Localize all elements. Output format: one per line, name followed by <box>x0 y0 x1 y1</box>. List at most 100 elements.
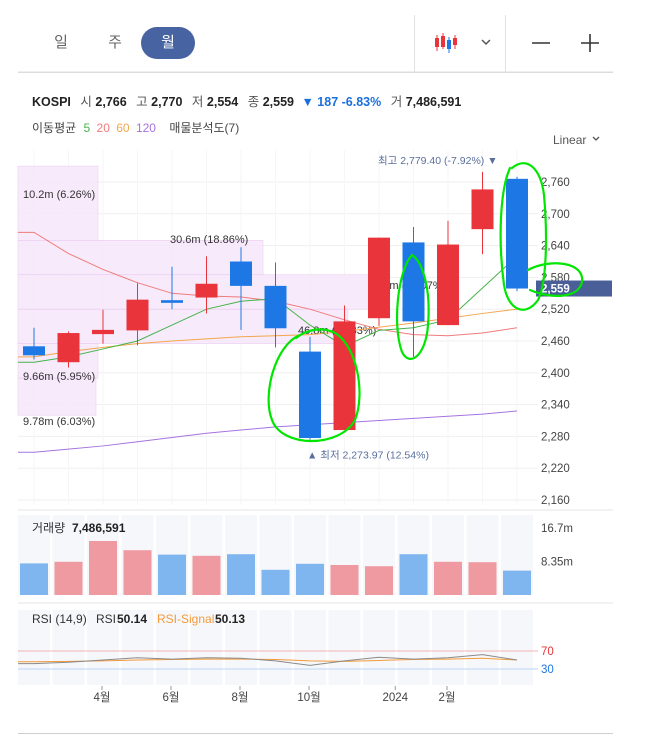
rsi-slot <box>259 610 292 685</box>
minus-icon[interactable] <box>530 29 552 57</box>
rsi-slot <box>328 610 361 685</box>
volume-bar <box>192 555 221 595</box>
volume-profile: 10.2m (6.26%) 30.6m (18.86%) 55.3m (34.07%… <box>17 165 446 428</box>
tab-weekly[interactable]: 주 <box>108 34 122 51</box>
volume-profile-label: 9.78m (6.03%) <box>23 416 95 428</box>
low-value: 2,554 <box>206 95 239 109</box>
candle-up <box>92 329 114 335</box>
volume-bar <box>227 554 255 595</box>
candle-down <box>161 300 183 303</box>
volume-bar <box>365 566 393 595</box>
volume-slot <box>156 515 188 595</box>
index-name: KOSPI <box>32 95 71 109</box>
y-tick-label: 2,160 <box>541 495 570 507</box>
volume-bar <box>296 563 324 595</box>
x-tick-label: 2월 <box>439 691 456 704</box>
volume-slot <box>363 515 395 595</box>
rsi-slot <box>466 610 499 685</box>
toolbar-divider <box>505 15 506 72</box>
chevron-down-icon <box>592 136 600 141</box>
rsi-slot <box>363 610 395 685</box>
ma-60[interactable]: 60 <box>116 121 130 135</box>
volume-slot <box>466 515 499 595</box>
x-tick-label: 8월 <box>232 691 249 704</box>
rsi-signal-line <box>18 657 518 663</box>
volume-profile-toggle[interactable]: 매물분석도(7) <box>169 121 240 135</box>
scale-toggle[interactable]: Linear <box>553 133 602 147</box>
rsi-level-label: 70 <box>541 646 554 658</box>
open-label: 시 <box>80 95 92 109</box>
high-label: 고 <box>136 95 148 109</box>
low-label: 저 <box>191 95 204 109</box>
y-tick-label: 2,640 <box>541 241 570 253</box>
tab-monthly[interactable]: 월 <box>141 27 195 59</box>
volume-profile-label: 46.8m (28.83%) <box>298 325 376 337</box>
close-label: 종 <box>247 95 260 109</box>
volume-bar <box>89 541 117 595</box>
candle-up <box>333 321 356 431</box>
volume-bar <box>261 569 290 595</box>
x-tick-label: 6월 <box>163 691 180 704</box>
change-value: ▼ 187 -6.83% <box>301 95 382 109</box>
candlestick-series: 최고 2,779.40 (-7.92%) ▼ ▲ 최저 2,273.97 (12.… <box>23 155 528 462</box>
rsi-panel: 70 30 RSI (14,9) RSI 50.14 RSI-Signal 50.13 <box>18 602 613 685</box>
toolbar-divider <box>414 15 415 72</box>
candlestick-icon[interactable] <box>432 29 460 57</box>
volume-profile-label: 30.6m (18.86%) <box>170 234 248 246</box>
volume-slot <box>501 515 533 595</box>
volume-slot <box>52 515 85 595</box>
ma-20[interactable]: 20 <box>96 121 110 135</box>
y-tick-label: 2,400 <box>541 368 570 380</box>
y-tick-label: 2,520 <box>541 304 570 316</box>
rsi-slot <box>397 610 430 685</box>
open-value: 2,766 <box>95 95 127 109</box>
y-tick-label: 2,700 <box>541 209 570 221</box>
scale-label: Linear <box>553 133 587 147</box>
ma5-line <box>18 255 518 363</box>
volume-profile-label: 55.3m (34.07%) <box>368 280 446 292</box>
annotation-circle-high <box>499 162 548 311</box>
volume-label: 거 <box>390 95 403 109</box>
x-tick-label: 4월 <box>94 691 111 704</box>
volume-bar <box>434 561 462 595</box>
bottom-divider <box>18 733 613 734</box>
high-value: 2,770 <box>151 95 183 109</box>
rsi-slot <box>432 610 464 685</box>
rsi-slot <box>87 610 119 685</box>
volume-value: 7,486,591 <box>72 521 126 535</box>
ma-120[interactable]: 120 <box>135 121 156 135</box>
rsi-signal-label: RSI-Signal <box>157 612 214 626</box>
y-tick-label: 2,460 <box>541 336 570 348</box>
rsi-signal-value: 50.13 <box>215 612 245 626</box>
volume-slot <box>294 515 326 595</box>
ma-5[interactable]: 5 <box>83 121 91 135</box>
time-axis: 4월 6월 8월 10월 2024 2월 <box>94 686 456 704</box>
volume-bar <box>158 554 186 595</box>
volume-slot <box>328 515 361 595</box>
rsi-slot <box>190 610 223 685</box>
volume-bar <box>20 563 48 595</box>
hand-drawn-annotations <box>267 162 584 442</box>
moving-average-lines <box>18 231 518 453</box>
volume-tick-label: 16.7m <box>541 523 573 535</box>
tab-daily[interactable]: 일 <box>54 34 68 51</box>
candle-down <box>402 242 425 322</box>
volume-slot <box>225 515 257 595</box>
volume-panel: 거래량 7,486,591 16.7m 8.35m <box>18 509 613 595</box>
rsi-slot <box>501 610 533 685</box>
volume-profile-label: 9.66m (5.95%) <box>23 371 95 383</box>
volume-profile-bar <box>17 274 374 310</box>
moving-average-legend: 이동평균 5 20 60 120 매물분석도(7) <box>32 119 239 136</box>
plus-icon[interactable] <box>579 29 601 57</box>
volume-slot <box>87 515 119 595</box>
volume-title: 거래량 <box>32 521 65 535</box>
chevron-down-icon[interactable] <box>478 29 494 57</box>
annotation-circle-low <box>267 328 361 442</box>
low-annotation: ▲ 최저 2,273.97 (12.54%) <box>307 450 429 462</box>
volume-bar <box>330 565 359 595</box>
rsi-line <box>18 654 518 666</box>
annotation-circle-mid <box>395 253 430 360</box>
ma-label[interactable]: 이동평균 <box>32 121 77 135</box>
volume-slot <box>397 515 430 595</box>
rsi-slot <box>52 610 85 685</box>
